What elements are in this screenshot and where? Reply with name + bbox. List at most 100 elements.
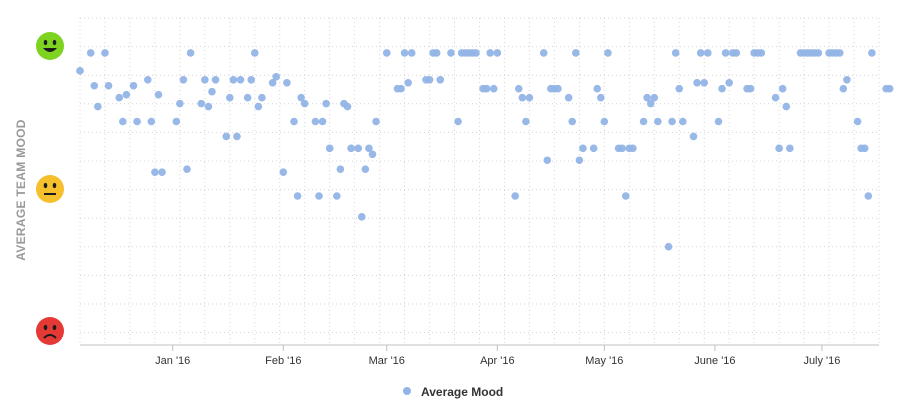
data-point[interactable] <box>604 49 612 57</box>
legend[interactable]: Average Mood <box>403 385 503 399</box>
data-point[interactable] <box>675 84 684 93</box>
data-point[interactable] <box>489 84 498 93</box>
data-point[interactable] <box>247 75 256 84</box>
data-point[interactable] <box>493 49 502 57</box>
data-point[interactable] <box>94 102 102 111</box>
data-point[interactable] <box>361 165 370 173</box>
data-point[interactable] <box>425 75 434 84</box>
data-point[interactable] <box>283 78 291 87</box>
data-point[interactable] <box>621 192 630 200</box>
data-point[interactable] <box>186 49 195 57</box>
data-point[interactable] <box>539 49 548 57</box>
data-point[interactable] <box>211 75 220 84</box>
data-point[interactable] <box>643 93 651 102</box>
data-point[interactable] <box>254 102 263 111</box>
data-point[interactable] <box>646 99 655 108</box>
data-point[interactable] <box>250 49 259 57</box>
data-point[interactable] <box>151 168 159 176</box>
data-point[interactable] <box>201 75 209 84</box>
data-point[interactable] <box>129 81 138 90</box>
data-point[interactable] <box>354 144 363 153</box>
data-point[interactable] <box>397 84 405 93</box>
data-point[interactable] <box>447 49 455 57</box>
data-point[interactable] <box>258 93 266 102</box>
data-point[interactable] <box>593 84 602 93</box>
data-point[interactable] <box>860 144 869 153</box>
data-point[interactable] <box>725 78 733 87</box>
data-point[interactable] <box>333 192 341 200</box>
data-point[interactable] <box>336 165 345 173</box>
data-point[interactable] <box>568 117 577 126</box>
data-point[interactable] <box>835 49 844 57</box>
data-point[interactable] <box>172 117 181 126</box>
data-point[interactable] <box>843 75 851 84</box>
data-point[interactable] <box>268 78 277 87</box>
data-point[interactable] <box>368 150 377 159</box>
data-point[interactable] <box>208 87 216 96</box>
data-point[interactable] <box>119 117 127 126</box>
data-point[interactable] <box>197 99 206 108</box>
data-point[interactable] <box>404 78 412 87</box>
data-point[interactable] <box>76 67 84 75</box>
data-point[interactable] <box>133 117 141 126</box>
data-point[interactable] <box>204 102 213 111</box>
data-point[interactable] <box>589 144 598 153</box>
data-point[interactable] <box>293 192 302 200</box>
data-point[interactable] <box>101 49 109 57</box>
data-point[interactable] <box>300 99 309 108</box>
data-point[interactable] <box>347 144 355 153</box>
data-point[interactable] <box>511 192 519 200</box>
data-point[interactable] <box>514 84 523 93</box>
data-point[interactable] <box>272 73 280 81</box>
data-point[interactable] <box>279 168 288 176</box>
data-point[interactable] <box>864 192 873 200</box>
data-point[interactable] <box>482 84 491 93</box>
data-point[interactable] <box>486 49 495 57</box>
data-point[interactable] <box>518 93 527 102</box>
data-point[interactable] <box>853 117 862 126</box>
data-point[interactable] <box>297 93 305 102</box>
data-point[interactable] <box>147 117 156 126</box>
data-point[interactable] <box>696 49 705 57</box>
data-point[interactable] <box>290 117 298 126</box>
data-point[interactable] <box>671 49 680 57</box>
data-point[interactable] <box>778 84 787 93</box>
data-point[interactable] <box>554 84 562 93</box>
data-point[interactable] <box>158 168 166 176</box>
data-point[interactable] <box>315 192 323 200</box>
data-point[interactable] <box>775 144 783 153</box>
data-point[interactable] <box>432 49 441 57</box>
data-point[interactable] <box>179 75 188 84</box>
data-point[interactable] <box>372 117 380 126</box>
data-point[interactable] <box>629 144 637 153</box>
data-point[interactable] <box>732 49 741 57</box>
data-point[interactable] <box>700 78 709 87</box>
data-point[interactable] <box>718 84 726 93</box>
data-point[interactable] <box>143 75 152 84</box>
data-point[interactable] <box>176 99 184 108</box>
data-point[interactable] <box>839 84 848 93</box>
data-point[interactable] <box>436 75 445 84</box>
data-point[interactable] <box>122 90 131 99</box>
data-point[interactable] <box>226 93 234 102</box>
data-point[interactable] <box>525 93 534 102</box>
data-point[interactable] <box>382 49 391 57</box>
data-point[interactable] <box>618 144 626 153</box>
data-point[interactable] <box>714 117 723 126</box>
data-point[interactable] <box>564 93 573 102</box>
data-point[interactable] <box>757 49 766 57</box>
data-point[interactable] <box>746 84 755 93</box>
data-point[interactable] <box>814 49 823 57</box>
data-point[interactable] <box>771 93 780 102</box>
data-point[interactable] <box>154 90 163 99</box>
data-point[interactable] <box>689 132 698 141</box>
data-point[interactable] <box>86 49 95 57</box>
data-point[interactable] <box>104 81 113 90</box>
data-point[interactable] <box>522 117 530 126</box>
data-point[interactable] <box>721 49 730 57</box>
data-point[interactable] <box>575 156 584 165</box>
data-point[interactable] <box>236 75 245 84</box>
data-point[interactable] <box>472 49 480 57</box>
data-point[interactable] <box>668 117 676 126</box>
data-point[interactable] <box>229 75 238 84</box>
